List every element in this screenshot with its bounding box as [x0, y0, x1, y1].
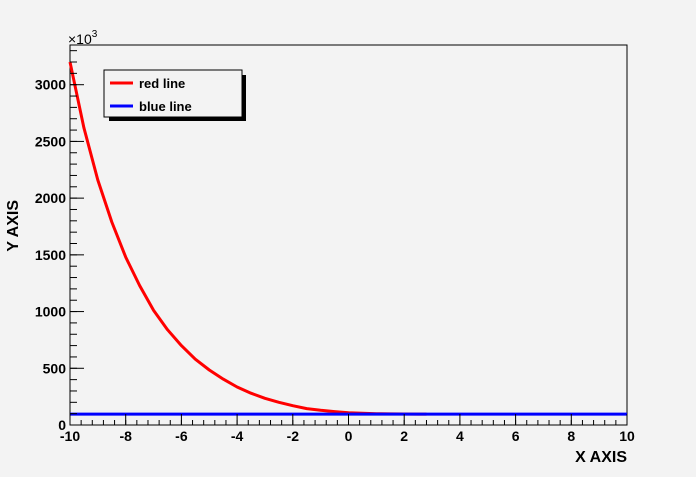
- y-multiplier: ×103: [68, 29, 98, 47]
- axis-layer: -10 -8 -6 -4 -2 0 2 4 6 8 10 0 500 1000 1500 2000 2500 30…: [35, 50, 635, 444]
- x-tick-label: 4: [456, 428, 464, 444]
- y-tick-label: 0: [58, 417, 66, 433]
- x-tick-label: -6: [175, 428, 188, 444]
- y-tick-label: 3000: [35, 77, 66, 93]
- x-tick-label: -8: [119, 428, 132, 444]
- x-tick-label: -4: [231, 428, 244, 444]
- legend-box: [103, 69, 243, 118]
- x-tick-label: 8: [567, 428, 575, 444]
- y-tick-label: 500: [43, 360, 67, 376]
- y-tick-label: 2500: [35, 133, 66, 149]
- legend-label-red-line: red line: [139, 76, 185, 91]
- x-tick-label: 2: [400, 428, 408, 444]
- y-multiplier-base: ×10: [68, 31, 92, 47]
- y-axis-label: Y AXIS: [5, 200, 22, 252]
- x-axis-label: X AXIS: [575, 449, 627, 466]
- y-tick-label: 1000: [35, 304, 66, 320]
- x-tick-label: 0: [345, 428, 353, 444]
- y-tick-label: 2000: [35, 190, 66, 206]
- y-tick-label: 1500: [35, 247, 66, 263]
- legend: red line blue line: [103, 69, 246, 121]
- legend-label-blue-line: blue line: [139, 99, 192, 114]
- x-tick-label: 6: [512, 428, 520, 444]
- x-tick-label: 10: [619, 428, 635, 444]
- x-tick-label: -10: [60, 428, 80, 444]
- x-tick-label: -2: [287, 428, 300, 444]
- y-multiplier-exponent: 3: [92, 29, 98, 40]
